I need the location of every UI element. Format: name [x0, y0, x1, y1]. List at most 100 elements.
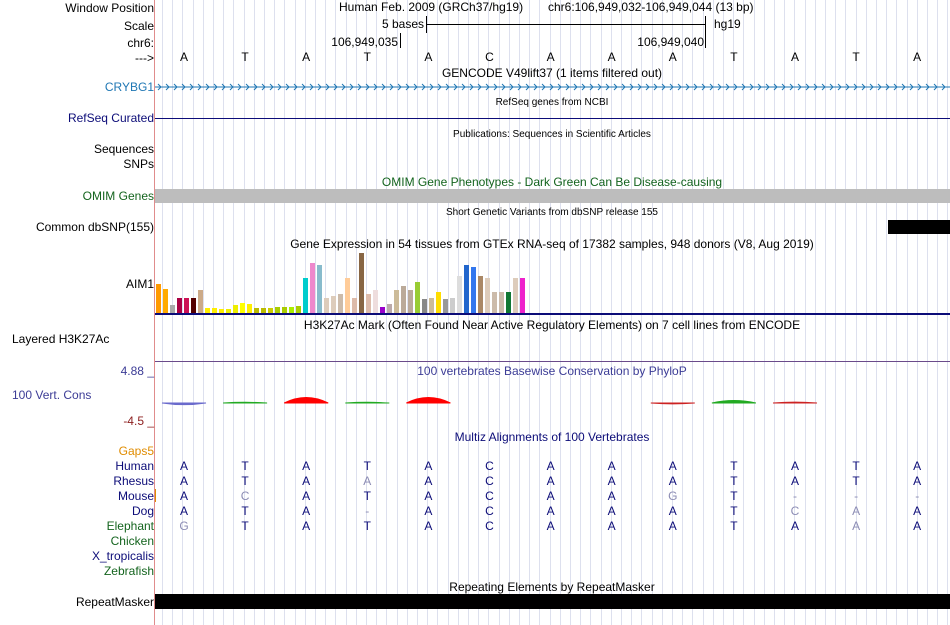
gtex-tissue-bar[interactable]: [338, 294, 343, 313]
species-label[interactable]: Mouse: [117, 489, 154, 503]
pubs-sequences-label[interactable]: Sequences: [93, 142, 154, 156]
gtex-title[interactable]: Gene Expression in 54 tissues from GTEx …: [290, 237, 814, 251]
multiz-title[interactable]: Multiz Alignments of 100 Vertebrates: [454, 430, 650, 444]
gtex-tissue-bar[interactable]: [170, 305, 175, 313]
grid-line: [519, 0, 520, 625]
gencode-gene-feature[interactable]: [155, 80, 950, 94]
gtex-tissue-bar[interactable]: [198, 290, 203, 313]
gencode-strand-chevron: [717, 83, 722, 91]
repeatmasker-label[interactable]: RepeatMasker: [75, 595, 154, 609]
gtex-tissue-bar[interactable]: [457, 276, 462, 313]
gtex-tissue-bar[interactable]: [464, 265, 469, 313]
gtex-tissue-bar[interactable]: [401, 286, 406, 313]
gtex-tissue-bar[interactable]: [450, 298, 455, 313]
gtex-tissue-bar[interactable]: [408, 290, 413, 313]
gaps-label[interactable]: Gaps5: [118, 444, 154, 458]
gtex-tissue-bar[interactable]: [282, 307, 287, 313]
gencode-title[interactable]: GENCODE V49lift37 (1 items filtered out): [441, 66, 663, 80]
aligned-base: A: [607, 519, 616, 533]
gtex-tissue-bar[interactable]: [345, 278, 350, 313]
dbsnp-label[interactable]: Common dbSNP(155): [35, 220, 154, 234]
gtex-tissue-bar[interactable]: [359, 253, 364, 313]
aligned-base: A: [913, 519, 922, 533]
dbsnp-variant[interactable]: [888, 220, 950, 234]
gtex-tissue-bar[interactable]: [415, 282, 420, 313]
gtex-tissue-bar[interactable]: [184, 298, 189, 313]
gtex-tissue-bar[interactable]: [296, 306, 301, 313]
gtex-tissue-bar[interactable]: [471, 267, 476, 313]
gtex-tissue-bar[interactable]: [317, 265, 322, 313]
gtex-tissue-bar[interactable]: [233, 305, 238, 313]
gtex-tissue-bar[interactable]: [212, 308, 217, 313]
aligned-base: A: [607, 504, 616, 518]
gtex-tissue-bar[interactable]: [247, 304, 252, 313]
species-label[interactable]: Rhesus: [113, 474, 154, 488]
omim-label[interactable]: OMIM Genes: [82, 189, 154, 203]
gtex-tissue-bar[interactable]: [310, 263, 315, 313]
repeatmasker-title[interactable]: Repeating Elements by RepeatMasker: [449, 580, 655, 594]
gtex-tissue-bar[interactable]: [226, 309, 231, 313]
gtex-tissue-bar[interactable]: [429, 298, 434, 313]
gtex-tissue-bar[interactable]: [443, 299, 448, 313]
gtex-bars[interactable]: [155, 252, 950, 313]
gtex-tissue-bar[interactable]: [366, 294, 371, 313]
species-label[interactable]: Human: [115, 459, 154, 473]
gtex-gene-label[interactable]: AIM1: [125, 277, 154, 291]
gtex-tissue-bar[interactable]: [485, 278, 490, 313]
gtex-tissue-bar[interactable]: [177, 298, 182, 313]
gtex-tissue-bar[interactable]: [394, 290, 399, 313]
gtex-tissue-bar[interactable]: [163, 289, 168, 313]
h3k27ac-label[interactable]: Layered H3K27Ac: [12, 332, 110, 346]
gtex-tissue-bar[interactable]: [373, 290, 378, 313]
gtex-tissue-bar[interactable]: [513, 278, 518, 313]
pubs-snps-label[interactable]: SNPs: [123, 157, 154, 171]
gtex-tissue-bar[interactable]: [240, 303, 245, 313]
gtex-tissue-bar[interactable]: [436, 292, 441, 313]
pubs-title[interactable]: Publications: Sequences in Scientific Ar…: [453, 129, 651, 140]
gencode-gene-label[interactable]: CRYBG1: [104, 80, 154, 94]
omim-feature[interactable]: [155, 189, 950, 203]
sequence-base: T: [730, 50, 738, 64]
species-label[interactable]: Elephant: [106, 519, 154, 533]
gtex-tissue-bar[interactable]: [289, 307, 294, 313]
grid-line: [202, 0, 204, 625]
aligned-base: A: [852, 504, 861, 518]
gencode-strand-chevron: [765, 83, 770, 91]
gtex-tissue-bar[interactable]: [520, 278, 525, 313]
species-label[interactable]: Dog: [131, 504, 154, 518]
gtex-tissue-bar[interactable]: [205, 308, 210, 313]
gtex-tissue-bar[interactable]: [156, 284, 161, 313]
species-label[interactable]: Zebrafish: [103, 564, 154, 578]
phylop-title[interactable]: 100 vertebrates Basewise Conservation by…: [417, 364, 687, 378]
gtex-tissue-bar[interactable]: [191, 298, 196, 313]
omim-title[interactable]: OMIM Gene Phenotypes - Dark Green Can Be…: [381, 175, 723, 189]
h3k27ac-title[interactable]: H3K27Ac Mark (Often Found Near Active Re…: [303, 318, 801, 332]
gtex-tissue-bar[interactable]: [492, 292, 497, 313]
refseq-title[interactable]: RefSeq genes from NCBI: [495, 97, 609, 108]
species-label[interactable]: X_tropicalis: [91, 549, 154, 563]
grid-line: [723, 0, 724, 625]
gtex-tissue-bar[interactable]: [324, 298, 329, 313]
phylop-label[interactable]: 100 Vert. Cons: [12, 388, 92, 402]
gtex-tissue-bar[interactable]: [275, 307, 280, 313]
refseq-line[interactable]: [155, 118, 950, 119]
gtex-tissue-bar[interactable]: [303, 278, 308, 313]
refseq-label[interactable]: RefSeq Curated: [67, 111, 154, 125]
gtex-tissue-bar[interactable]: [268, 308, 273, 313]
gtex-tissue-bar[interactable]: [254, 308, 259, 313]
gtex-tissue-bar[interactable]: [219, 309, 224, 313]
repeatmasker-feature[interactable]: [155, 594, 950, 609]
grid-line: [182, 0, 184, 625]
gtex-tissue-bar[interactable]: [422, 299, 427, 313]
gtex-tissue-bar[interactable]: [506, 292, 511, 313]
gtex-tissue-bar[interactable]: [352, 298, 357, 313]
gtex-tissue-bar[interactable]: [478, 276, 483, 313]
gtex-tissue-bar[interactable]: [261, 308, 266, 313]
gtex-tissue-bar[interactable]: [331, 296, 336, 313]
gtex-tissue-bar[interactable]: [499, 292, 504, 313]
phylop-plot[interactable]: [155, 380, 950, 426]
species-label[interactable]: Chicken: [110, 534, 154, 548]
gtex-tissue-bar[interactable]: [380, 307, 385, 313]
dbsnp-title[interactable]: Short Genetic Variants from dbSNP releas…: [446, 207, 658, 218]
gtex-tissue-bar[interactable]: [387, 304, 392, 313]
